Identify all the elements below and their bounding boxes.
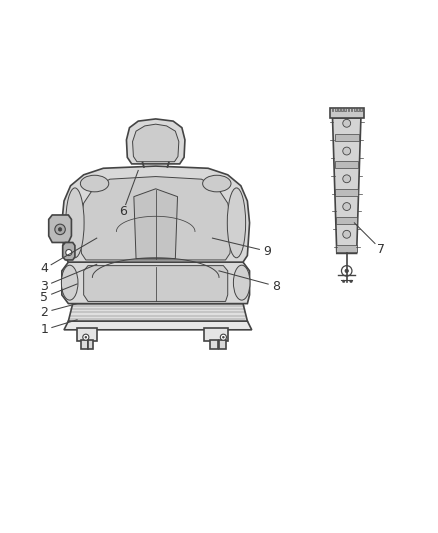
FancyBboxPatch shape <box>219 340 226 350</box>
Polygon shape <box>49 215 71 243</box>
Ellipse shape <box>203 175 231 192</box>
FancyBboxPatch shape <box>332 108 333 111</box>
Text: 4: 4 <box>40 262 48 275</box>
Circle shape <box>343 230 351 238</box>
Ellipse shape <box>233 265 250 300</box>
Polygon shape <box>84 265 228 302</box>
Circle shape <box>220 334 226 340</box>
FancyBboxPatch shape <box>330 108 364 118</box>
Circle shape <box>83 334 89 340</box>
FancyBboxPatch shape <box>344 108 346 111</box>
Polygon shape <box>64 321 252 330</box>
Ellipse shape <box>61 265 78 300</box>
FancyBboxPatch shape <box>204 328 228 341</box>
FancyBboxPatch shape <box>336 217 357 224</box>
Circle shape <box>343 119 351 127</box>
Polygon shape <box>133 124 179 161</box>
Polygon shape <box>63 243 75 260</box>
Circle shape <box>223 336 224 338</box>
Circle shape <box>345 269 349 272</box>
Polygon shape <box>62 166 250 262</box>
Text: 3: 3 <box>40 280 48 293</box>
FancyBboxPatch shape <box>354 108 356 111</box>
FancyBboxPatch shape <box>335 161 358 168</box>
Text: 7: 7 <box>377 243 385 255</box>
Text: 6: 6 <box>119 205 127 219</box>
FancyBboxPatch shape <box>360 108 362 111</box>
Polygon shape <box>127 119 185 164</box>
FancyBboxPatch shape <box>336 189 358 196</box>
Circle shape <box>342 265 352 276</box>
FancyBboxPatch shape <box>338 108 340 111</box>
Polygon shape <box>332 118 361 253</box>
Ellipse shape <box>66 188 84 258</box>
Circle shape <box>58 228 62 231</box>
FancyBboxPatch shape <box>347 108 349 111</box>
FancyBboxPatch shape <box>210 340 218 350</box>
Text: 8: 8 <box>272 280 280 293</box>
FancyBboxPatch shape <box>81 340 88 350</box>
Polygon shape <box>68 304 247 321</box>
FancyBboxPatch shape <box>335 134 359 141</box>
Text: 1: 1 <box>40 324 48 336</box>
Circle shape <box>343 203 351 211</box>
FancyBboxPatch shape <box>341 108 343 111</box>
Ellipse shape <box>227 188 246 258</box>
Circle shape <box>85 336 87 338</box>
Circle shape <box>343 280 345 282</box>
FancyBboxPatch shape <box>351 108 353 111</box>
Circle shape <box>350 280 353 282</box>
Ellipse shape <box>81 175 109 192</box>
Circle shape <box>55 224 65 235</box>
Polygon shape <box>79 176 232 260</box>
Polygon shape <box>62 262 250 304</box>
FancyBboxPatch shape <box>357 108 359 111</box>
FancyBboxPatch shape <box>336 245 357 252</box>
FancyBboxPatch shape <box>77 328 97 341</box>
Circle shape <box>66 249 72 256</box>
FancyBboxPatch shape <box>88 340 93 350</box>
Text: 9: 9 <box>263 245 271 258</box>
Circle shape <box>343 147 351 155</box>
Polygon shape <box>134 189 177 259</box>
FancyBboxPatch shape <box>335 108 336 111</box>
Text: 2: 2 <box>40 306 48 319</box>
Text: 5: 5 <box>40 290 48 304</box>
Circle shape <box>343 175 351 183</box>
